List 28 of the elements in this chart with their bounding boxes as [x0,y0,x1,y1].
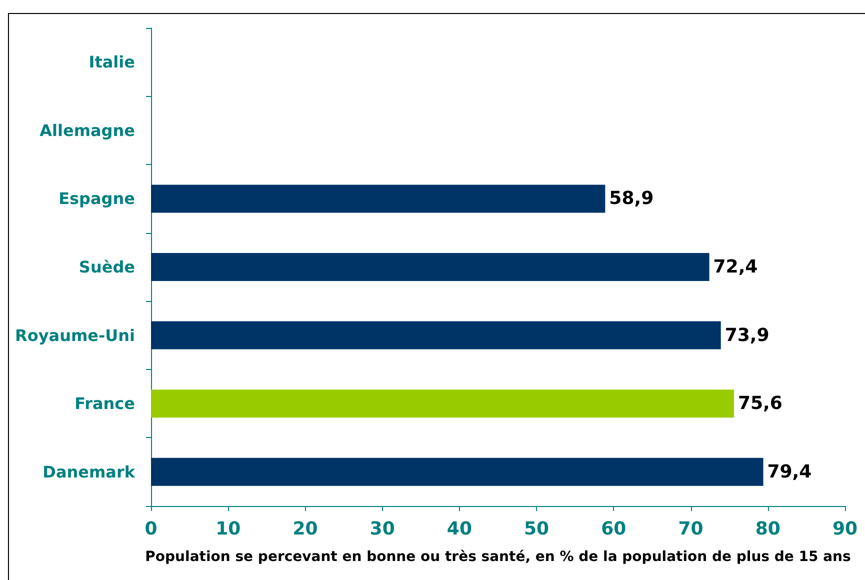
bar [151,390,734,418]
x-tick-label: 80 [755,518,780,540]
y-tick-label: Royaume-Uni [15,326,135,345]
y-tick-label: Espagne [58,189,136,208]
y-tick-label: Italie [88,52,136,72]
data-label: 75,6 [738,393,782,414]
x-tick-label: 50 [524,518,550,540]
x-tick-label: 40 [446,518,472,540]
data-label: 72,4 [713,256,758,278]
bar [151,184,606,213]
x-tick-label: 30 [370,518,395,540]
bar [151,253,710,281]
x-tick-label: 0 [144,518,158,540]
data-label: 58,9 [609,188,654,210]
y-tick-label: Danemark [42,462,136,482]
data-label: 73,9 [724,324,770,346]
x-tick-label: 90 [832,518,858,540]
bar [151,321,721,350]
x-tick-label: 20 [292,518,318,540]
x-tick-label: 70 [678,518,704,540]
y-tick-label: Suède [78,258,136,276]
x-tick-label: 60 [601,518,626,540]
y-tick-label: Allemagne [40,120,136,140]
x-axis-title: Population se percevant en bonne ou très santé, en % de la population de plus de 15 ans [145,549,851,565]
bar [151,458,764,486]
data-label: 79,4 [767,461,812,482]
x-tick-label: 10 [216,518,241,540]
y-tick-label: France [74,394,136,414]
